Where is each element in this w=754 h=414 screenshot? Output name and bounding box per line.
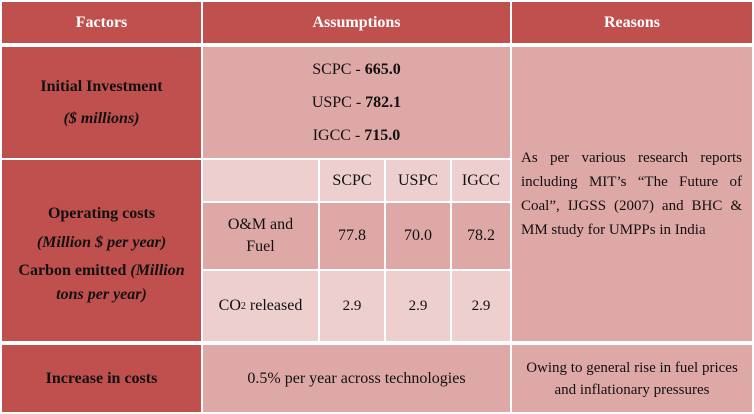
- carbon-emitted-label: Carbon emitted (Million: [18, 262, 185, 279]
- op-col-uspc: USPC: [386, 160, 450, 201]
- header-reasons: Reasons: [512, 2, 752, 43]
- factor-operating-costs: Operating costs (Million $ per year) Car…: [2, 160, 201, 341]
- header-assumptions: Assumptions: [203, 2, 510, 43]
- reason-research: As per various research reports includin…: [512, 47, 752, 341]
- carbon-emitted-unit: tons per year): [56, 286, 147, 303]
- factor-initial-investment: Initial Investment ($ millions): [2, 47, 201, 158]
- increase-assumption: 0.5% per year across technologies: [203, 345, 510, 412]
- op-row-label-co2: CO 2 released: [203, 271, 318, 341]
- op-col-scpc: SCPC: [320, 160, 384, 201]
- investment-item: SCPC - 665.0: [312, 61, 401, 78]
- investment-values: SCPC - 665.0 USPC - 782.1 IGCC - 715.0: [203, 47, 510, 158]
- op-co2-scpc: 2.9: [320, 271, 384, 341]
- op-col-igcc: IGCC: [452, 160, 510, 201]
- investment-item: USPC - 782.1: [311, 94, 402, 111]
- op-om-uspc: 70.0: [386, 203, 450, 269]
- header-factors: Factors: [2, 2, 201, 43]
- factor-increase-costs: Increase in costs: [2, 345, 201, 412]
- investment-item: IGCC - 715.0: [312, 127, 401, 144]
- initial-investment-label: Initial Investment: [40, 77, 163, 95]
- op-co2-uspc: 2.9: [386, 271, 450, 341]
- op-header-blank: [203, 160, 318, 201]
- op-row-label-om: O&M and Fuel: [203, 203, 318, 269]
- operating-costs-unit: (Million $ per year): [36, 234, 167, 251]
- op-om-scpc: 77.8: [320, 203, 384, 269]
- op-om-igcc: 78.2: [452, 203, 510, 269]
- op-co2-igcc: 2.9: [452, 271, 510, 341]
- initial-investment-unit: ($ millions): [63, 109, 140, 127]
- reason-increase: Owing to general rise in fuel prices and…: [512, 345, 752, 412]
- operating-costs-label: Operating costs: [47, 205, 156, 222]
